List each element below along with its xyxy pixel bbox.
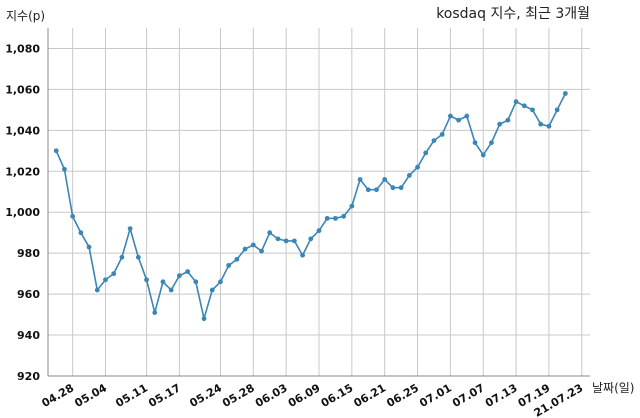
data-point xyxy=(406,172,412,178)
x-tick-label: 04.28 xyxy=(40,381,77,410)
data-point xyxy=(316,228,322,234)
data-point xyxy=(283,238,289,244)
data-point xyxy=(242,246,248,252)
data-point xyxy=(530,107,535,113)
y-tick-label: 1,060 xyxy=(5,83,40,96)
x-tick-label: 07.13 xyxy=(483,381,520,410)
data-point xyxy=(357,177,363,182)
x-tick-label: 07.07 xyxy=(450,381,487,410)
data-point xyxy=(300,252,305,258)
x-axis-label: 날짜(일) xyxy=(592,381,634,395)
data-point xyxy=(538,121,544,127)
data-point xyxy=(489,140,494,146)
x-tick-label: 06.21 xyxy=(352,381,389,410)
y-tick-label: 1,040 xyxy=(5,124,40,137)
x-tick-label: 05.28 xyxy=(220,381,257,410)
x-tick-label: 06.09 xyxy=(286,381,323,410)
data-point xyxy=(201,316,207,322)
data-point xyxy=(505,117,511,123)
data-point xyxy=(218,279,223,285)
data-point xyxy=(62,166,67,172)
x-tick-label: 05.11 xyxy=(113,381,150,410)
data-point xyxy=(431,138,437,143)
data-point xyxy=(374,187,379,193)
y-tick-label: 1,080 xyxy=(5,42,40,55)
y-tick-label: 940 xyxy=(17,329,40,342)
data-point xyxy=(185,269,191,274)
data-point xyxy=(415,164,420,170)
data-point xyxy=(497,121,503,127)
y-axis-label: 지수(p) xyxy=(6,9,45,23)
data-point xyxy=(78,230,84,236)
data-point xyxy=(250,242,256,248)
data-point xyxy=(341,213,347,219)
data-point xyxy=(176,273,182,279)
data-point xyxy=(70,213,76,219)
y-tick-label: 920 xyxy=(17,370,40,383)
series-line xyxy=(55,93,567,320)
x-tick-label: 06.15 xyxy=(319,381,356,410)
y-tick-label: 980 xyxy=(17,247,40,260)
grid-lines xyxy=(47,28,590,377)
data-point xyxy=(447,113,453,119)
data-point xyxy=(275,236,281,242)
x-tick-label: 06.03 xyxy=(253,381,290,410)
data-point xyxy=(111,271,117,277)
data-point xyxy=(267,230,273,236)
data-point xyxy=(480,152,486,158)
data-point xyxy=(521,103,527,109)
x-tick-label: 05.24 xyxy=(187,381,224,410)
data-point xyxy=(554,107,560,113)
data-point xyxy=(94,287,100,293)
data-point xyxy=(160,279,166,285)
y-tick-label: 960 xyxy=(17,288,40,301)
data-point xyxy=(168,287,174,293)
data-point xyxy=(308,236,314,242)
data-point xyxy=(333,215,338,221)
data-point xyxy=(456,117,462,123)
x-tick-label: 06.25 xyxy=(384,381,421,410)
data-point xyxy=(382,177,388,182)
chart-title: kosdaq 지수, 최근 3개월 xyxy=(436,6,590,22)
data-point xyxy=(291,238,297,244)
data-point xyxy=(86,244,92,250)
data-point xyxy=(226,263,232,268)
y-tick-labels: 920 940 960 980 1,000 1,020 1,040 1,060 1,080 xyxy=(5,42,40,383)
data-point xyxy=(439,132,445,137)
series-kosdaq xyxy=(53,91,568,322)
data-point xyxy=(135,254,141,260)
data-point xyxy=(53,148,59,154)
y-tick-label: 1,020 xyxy=(5,165,40,178)
data-point xyxy=(119,254,125,260)
data-point xyxy=(144,277,149,283)
x-tick-label: 07.01 xyxy=(417,381,454,410)
data-point xyxy=(398,185,404,191)
data-point xyxy=(127,226,133,232)
data-point xyxy=(152,310,158,315)
y-tick-label: 1,000 xyxy=(5,206,40,219)
data-point xyxy=(324,215,330,221)
data-point xyxy=(193,279,199,285)
data-point xyxy=(390,185,396,191)
data-point xyxy=(259,248,264,254)
data-point xyxy=(423,150,429,156)
data-point xyxy=(234,256,240,262)
data-point xyxy=(562,91,568,96)
data-point xyxy=(546,123,552,129)
data-point xyxy=(472,140,478,146)
data-point xyxy=(349,203,355,209)
x-tick-label: 05.17 xyxy=(146,381,183,410)
data-point xyxy=(365,187,371,193)
data-point xyxy=(103,277,108,283)
data-point xyxy=(209,287,215,293)
data-point xyxy=(513,99,519,105)
data-point xyxy=(464,113,470,119)
x-tick-label: 05.04 xyxy=(72,381,109,410)
